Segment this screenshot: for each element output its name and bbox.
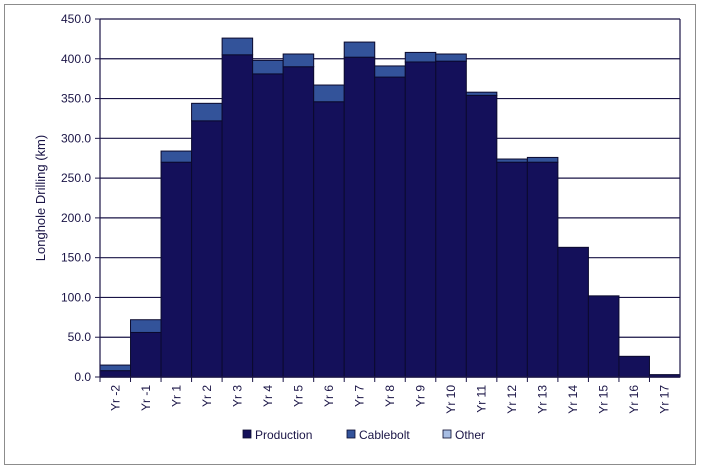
x-tick-label: Yr 14 (566, 385, 580, 414)
bar-cablebolt (160, 150, 193, 163)
axes (99, 19, 681, 382)
x-tick-label: Yr -2 (108, 385, 122, 411)
bar-cablebolt (496, 158, 528, 163)
y-tick-label: 200.0 (61, 211, 91, 225)
bar-cablebolt (465, 91, 498, 96)
bar-production (343, 56, 376, 378)
legend-swatch-other (442, 429, 452, 439)
x-tick-label: Yr 6 (322, 385, 336, 407)
bar-production (191, 120, 223, 378)
y-tick-label: 300.0 (61, 131, 91, 145)
bar-cablebolt (252, 59, 284, 75)
y-tick-labels: 0.0 50.0 100.0 150.0 200.0 250.0 300.0 350.0 400… (61, 12, 91, 384)
bar-production (130, 331, 162, 378)
x-tick-label: Yr 10 (444, 385, 458, 414)
legend-swatch-cablebolt (346, 429, 356, 439)
x-tick-label: Yr 3 (230, 385, 244, 407)
y-tick-label: 400.0 (61, 52, 91, 66)
bar-production (374, 76, 406, 378)
x-tick-label: Yr 16 (627, 385, 641, 414)
bar-production (99, 370, 132, 378)
bar-cablebolt (221, 37, 254, 56)
y-tick-label: 450.0 (61, 12, 91, 26)
bar-production (618, 355, 650, 378)
bar-production (160, 161, 193, 378)
bar-production (465, 94, 498, 378)
legend-label-cablebolt: Cablebolt (359, 428, 410, 442)
x-tick-label: Yr 4 (261, 385, 275, 407)
x-tick-label: Yr 7 (352, 385, 366, 407)
y-tick-label: 50.0 (68, 330, 92, 344)
x-tick-label: Yr 12 (505, 385, 519, 414)
x-tick-label: Yr 9 (414, 385, 428, 407)
bar-production (496, 161, 528, 378)
y-tick-label: 150.0 (61, 251, 91, 265)
x-tick-label: Yr 11 (475, 385, 489, 413)
y-axis-title: Longhole Drilling (km) (33, 135, 48, 261)
stacked-bar-chart: 0.0 50.0 100.0 150.0 200.0 250.0 300.0 350.0 400… (33, 12, 681, 442)
bar-cablebolt (343, 41, 376, 58)
bar-cablebolt (191, 102, 223, 122)
x-tick-label: Yr 13 (536, 385, 550, 414)
y-tick-label: 100.0 (61, 290, 91, 304)
bar-cablebolt (130, 319, 162, 333)
legend-label-other: Other (455, 428, 485, 442)
bar-production (557, 246, 589, 378)
x-tick-label: Yr 17 (658, 385, 672, 414)
x-tick-label: Yr 2 (200, 385, 214, 407)
bar-production (221, 54, 254, 378)
x-tick-label: Yr -1 (139, 385, 153, 411)
bar-production (526, 161, 559, 378)
x-tick-label: Yr 15 (597, 385, 611, 414)
bar-cablebolt (313, 84, 345, 103)
bars (99, 37, 681, 378)
bar-production (404, 61, 437, 378)
bar-production (282, 66, 315, 378)
legend-label-production: Production (255, 428, 312, 442)
legend: Production Cablebolt Other (242, 428, 485, 442)
x-tick-label: Yr 8 (383, 385, 397, 407)
bar-production (435, 60, 467, 378)
bar-cablebolt (435, 53, 467, 62)
bar-production (252, 73, 284, 378)
bar-production (587, 295, 620, 378)
x-tick-label: Yr 1 (169, 385, 183, 407)
y-tick-label: 250.0 (61, 171, 91, 185)
bar-production (313, 101, 345, 378)
y-tick-label: 0.0 (74, 370, 91, 384)
bar-cablebolt (282, 53, 315, 68)
chart-frame: 0.0 50.0 100.0 150.0 200.0 250.0 300.0 350.0 400… (4, 4, 696, 465)
bar-cablebolt (526, 156, 559, 163)
x-tick-label: Yr 5 (291, 385, 305, 407)
bar-cablebolt (99, 364, 132, 372)
bar-cablebolt (374, 65, 406, 78)
x-tick-labels: Yr -2 Yr -1 Yr 1 Yr 2 Yr 3 Yr 4 Yr 5 Yr 6 Yr 7 Yr… (108, 385, 671, 414)
bar-cablebolt (404, 51, 437, 63)
legend-swatch-production (242, 429, 252, 439)
y-tick-label: 350.0 (61, 92, 91, 106)
